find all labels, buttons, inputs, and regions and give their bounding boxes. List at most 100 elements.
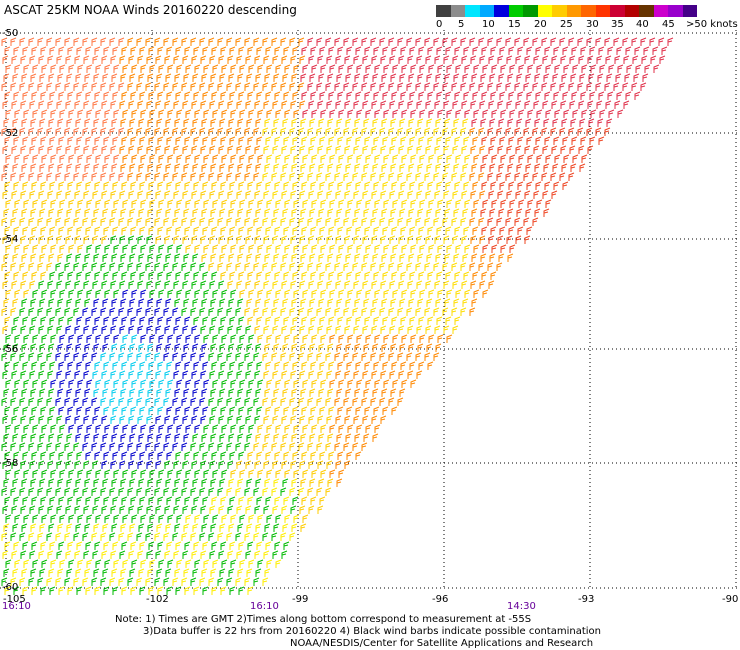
wind-barb xyxy=(364,316,371,325)
wind-barb xyxy=(210,163,217,172)
wind-barb xyxy=(372,343,379,352)
wind-barb xyxy=(38,325,45,334)
wind-barb xyxy=(166,226,173,235)
wind-barb xyxy=(293,424,300,433)
wind-barb xyxy=(147,388,154,397)
wind-barb xyxy=(10,397,17,406)
wind-barb xyxy=(301,406,308,415)
wind-barb xyxy=(472,91,479,100)
wind-barb xyxy=(75,253,82,262)
wind-barb xyxy=(203,424,210,433)
wind-barb xyxy=(127,307,134,316)
wind-barb xyxy=(290,415,297,424)
wind-barb xyxy=(577,37,584,46)
wind-barb xyxy=(266,559,273,568)
wind-barb xyxy=(58,451,65,460)
wind-barb xyxy=(274,271,281,280)
wind-barb xyxy=(5,64,12,73)
wind-barb xyxy=(271,532,278,541)
wind-barb xyxy=(443,280,450,289)
wind-barb xyxy=(248,199,255,208)
wind-barb xyxy=(219,343,226,352)
wind-barb xyxy=(172,352,179,361)
wind-barb xyxy=(122,514,129,523)
wind-barb xyxy=(228,478,235,487)
wind-barb xyxy=(31,271,38,280)
wind-barb xyxy=(254,235,261,244)
wind-barb xyxy=(588,118,595,127)
wind-barb xyxy=(128,370,135,379)
wind-barb xyxy=(541,127,548,136)
wind-barb xyxy=(381,298,388,307)
wind-barb xyxy=(220,451,227,460)
wind-barb xyxy=(319,316,326,325)
wind-barb xyxy=(145,397,152,406)
wind-barb xyxy=(175,316,182,325)
wind-barb xyxy=(138,118,145,127)
wind-barb xyxy=(165,523,172,532)
wind-barb xyxy=(238,406,245,415)
wind-barb xyxy=(184,136,191,145)
wind-barb xyxy=(119,325,126,334)
wind-barb xyxy=(21,343,28,352)
note-line-2: 3)Data buffer is 22 hrs from 20160220 4)… xyxy=(143,626,601,637)
wind-barb xyxy=(373,91,380,100)
wind-barb xyxy=(86,64,93,73)
wind-barb xyxy=(148,361,155,370)
wind-barb xyxy=(55,37,62,46)
wind-barb xyxy=(22,541,29,550)
wind-barb xyxy=(13,226,20,235)
wind-barb xyxy=(28,82,35,91)
wind-barb xyxy=(65,550,72,559)
wind-barb xyxy=(82,397,89,406)
wind-barb xyxy=(590,109,597,118)
wind-barb xyxy=(48,208,55,217)
wind-barb xyxy=(265,181,272,190)
wind-barb xyxy=(57,253,64,262)
wind-barb xyxy=(210,568,217,577)
wind-barb xyxy=(94,46,101,55)
wind-barb xyxy=(84,388,91,397)
wind-barb xyxy=(316,262,323,271)
wind-barb xyxy=(254,460,261,469)
wind-barb xyxy=(388,307,395,316)
wind-barb xyxy=(83,280,90,289)
wind-barb xyxy=(76,136,83,145)
wind-barb xyxy=(191,190,198,199)
wind-barb xyxy=(100,577,107,586)
wind-barb xyxy=(489,118,496,127)
wind-barb xyxy=(128,505,135,514)
wind-barb xyxy=(356,64,363,73)
wind-barb xyxy=(381,118,388,127)
wind-barb xyxy=(409,271,416,280)
wind-barb xyxy=(22,91,29,100)
wind-barb xyxy=(182,100,189,109)
wind-barb xyxy=(104,424,111,433)
wind-barb xyxy=(526,226,533,235)
wind-barb xyxy=(174,118,181,127)
wind-barb xyxy=(64,487,71,496)
wind-barb xyxy=(211,496,218,505)
wind-barb xyxy=(248,424,255,433)
wind-barb xyxy=(343,307,350,316)
wind-barb xyxy=(337,316,344,325)
wind-barb xyxy=(634,91,641,100)
wind-barb xyxy=(50,289,57,298)
wind-barb xyxy=(282,73,289,82)
wind-barb xyxy=(220,91,227,100)
wind-barb xyxy=(515,100,522,109)
wind-barb xyxy=(11,55,18,64)
wind-barb xyxy=(355,271,362,280)
wind-barb xyxy=(271,442,278,451)
wind-barb xyxy=(410,109,417,118)
wind-barb xyxy=(22,451,29,460)
wind-barb xyxy=(254,55,261,64)
wind-barb xyxy=(310,316,317,325)
wind-barb xyxy=(23,244,30,253)
wind-barb xyxy=(410,289,417,298)
wind-barb xyxy=(327,478,334,487)
wind-barb xyxy=(426,73,433,82)
wind-barb xyxy=(318,343,325,352)
wind-barb xyxy=(56,460,63,469)
wind-barb xyxy=(634,46,641,55)
